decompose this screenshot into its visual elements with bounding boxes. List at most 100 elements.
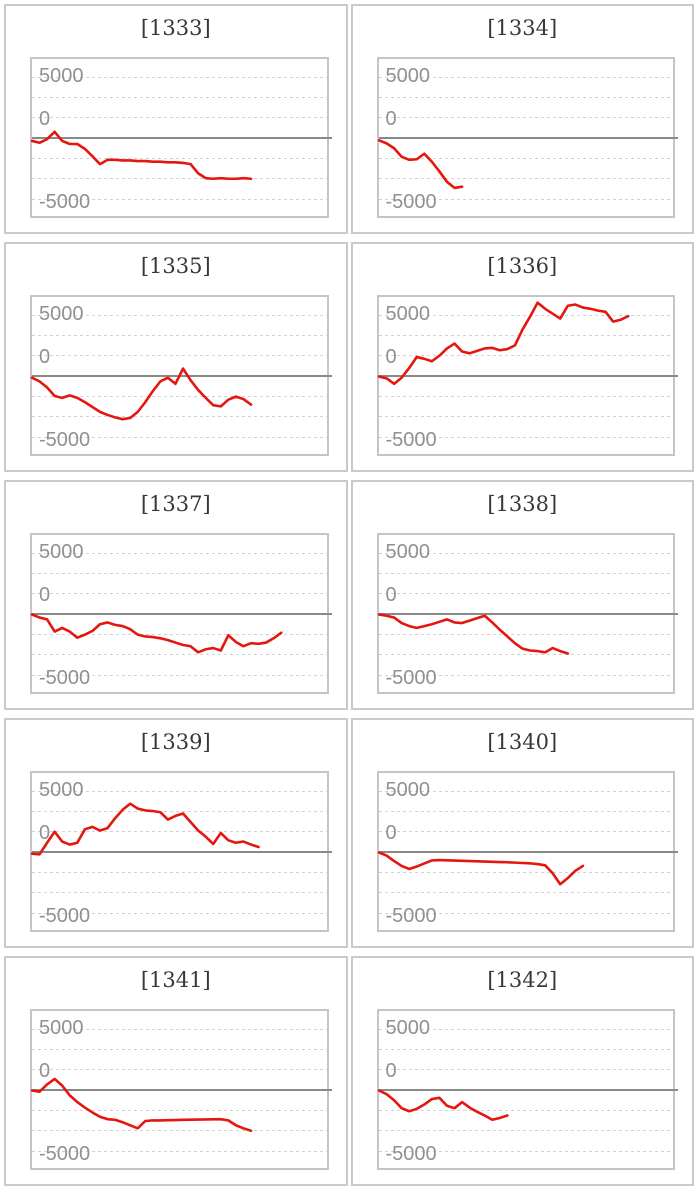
chart-title: [1338] (487, 492, 558, 516)
chart-card: [1342] 5000 0 -5000 (350, 956, 694, 1186)
gridline (32, 355, 327, 356)
plot-area: 5000 0 -5000 (376, 57, 678, 218)
chart-card: [1339] 5000 0 -5000 (4, 718, 348, 948)
gridline (32, 158, 327, 159)
plot-area: 5000 0 -5000 (376, 533, 678, 694)
gridline (32, 315, 327, 316)
gridline (378, 437, 673, 438)
y-axis-label-minus-5000: -5000 (385, 1143, 437, 1165)
chart-card: [1341] 5000 0 -5000 (4, 956, 348, 1186)
y-axis-label-minus-5000: -5000 (39, 667, 91, 689)
plot-area: 5000 0 -5000 (30, 771, 332, 932)
chart-title: [1337] (140, 492, 211, 516)
slump-line-chart (30, 1077, 253, 1133)
y-axis-label-5000: 5000 (39, 303, 84, 325)
y-axis-label-0: 0 (39, 1060, 51, 1082)
y-axis-label-5000: 5000 (385, 1017, 431, 1039)
gridline (378, 791, 673, 792)
gridline (378, 416, 673, 417)
gridline (32, 573, 327, 574)
chart-card: [1338] 5000 0 -5000 (350, 480, 694, 710)
plot-area: 5000 0 -5000 (376, 295, 678, 456)
gridline (32, 1110, 327, 1111)
gridline (32, 1130, 327, 1131)
y-axis-label-minus-5000: -5000 (39, 1143, 91, 1165)
plot-area: 5000 0 -5000 (30, 1009, 332, 1170)
gridline (378, 811, 673, 812)
y-axis-label-minus-5000: -5000 (385, 905, 437, 927)
gridline (378, 913, 673, 914)
zero-axis-line (32, 375, 332, 377)
gridline (32, 634, 327, 635)
y-axis-label-0: 0 (39, 108, 51, 130)
gridline (32, 77, 327, 78)
plot-area: 5000 0 -5000 (30, 57, 332, 218)
series-line (377, 613, 569, 655)
chart-title: [1335] (140, 254, 211, 278)
chart-card: [1337] 5000 0 -5000 (4, 480, 348, 710)
slump-line-chart (377, 1089, 509, 1122)
gridline (378, 178, 673, 179)
gridline (32, 117, 327, 118)
gridline (378, 355, 673, 356)
chart-title: [1336] (487, 254, 558, 278)
plot-area: 5000 0 -5000 (376, 771, 678, 932)
gridline (378, 97, 673, 98)
zero-axis-line (32, 1089, 332, 1091)
zero-axis-line (378, 613, 678, 615)
gridline (378, 892, 673, 893)
zero-axis-line (378, 137, 678, 139)
chart-card: [1336] 5000 0 -5000 (350, 242, 694, 472)
zero-axis-line (32, 613, 332, 615)
gridline (32, 178, 327, 179)
series-line (377, 139, 463, 190)
y-axis-label-0: 0 (39, 822, 51, 844)
gridline (378, 831, 673, 832)
gridline (378, 573, 673, 574)
y-axis-label-minus-5000: -5000 (385, 191, 437, 213)
slump-line-chart (30, 613, 283, 654)
gridline (32, 1049, 327, 1050)
y-axis-label-0: 0 (385, 1060, 397, 1082)
gridline (378, 77, 673, 78)
slump-line-chart (30, 367, 253, 421)
series-line (30, 1077, 253, 1133)
y-axis-label-5000: 5000 (39, 1017, 84, 1039)
gridline (32, 872, 327, 873)
gridline (32, 791, 327, 792)
gridline (32, 97, 327, 98)
gridline (32, 831, 327, 832)
y-axis-label-0: 0 (39, 584, 51, 606)
gridline (378, 654, 673, 655)
gridline (378, 158, 673, 159)
gridline (378, 634, 673, 635)
gridline (378, 1029, 673, 1030)
gridline (32, 593, 327, 594)
slump-line-chart (377, 851, 584, 886)
slump-line-chart (377, 613, 569, 655)
zero-axis-line (32, 137, 332, 139)
gridline (378, 335, 673, 336)
gridline (32, 675, 327, 676)
gridline (32, 1069, 327, 1070)
gridline (378, 1151, 673, 1152)
y-axis-label-5000: 5000 (385, 303, 431, 325)
y-axis-label-minus-5000: -5000 (385, 667, 437, 689)
y-axis-label-5000: 5000 (385, 65, 431, 87)
gridline (32, 1151, 327, 1152)
gridline (378, 872, 673, 873)
zero-axis-line (32, 851, 332, 853)
series-line (377, 1089, 509, 1122)
gridline (32, 199, 327, 200)
plot-area: 5000 0 -5000 (30, 295, 332, 456)
slump-line-chart (377, 139, 463, 190)
y-axis-label-0: 0 (385, 108, 397, 130)
series-line (30, 367, 253, 421)
gridline (32, 416, 327, 417)
gridline (32, 654, 327, 655)
plot-area: 5000 0 -5000 (30, 533, 332, 694)
gridline (378, 593, 673, 594)
gridline (32, 811, 327, 812)
chart-title: [1339] (140, 730, 211, 754)
y-axis-label-0: 0 (385, 822, 397, 844)
